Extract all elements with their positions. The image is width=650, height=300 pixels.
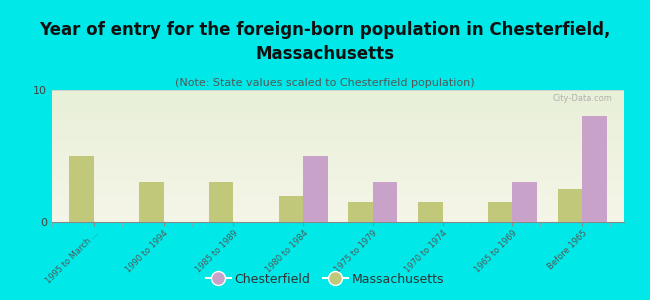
Text: Year of entry for the foreign-born population in Chesterfield,
Massachusetts: Year of entry for the foreign-born popul… bbox=[39, 21, 611, 63]
Bar bbox=[512, 182, 537, 222]
Bar bbox=[139, 182, 164, 222]
Text: (Note: State values scaled to Chesterfield population): (Note: State values scaled to Chesterfie… bbox=[176, 78, 474, 88]
Bar bbox=[582, 116, 606, 222]
Bar bbox=[70, 156, 94, 222]
Bar bbox=[488, 202, 512, 222]
Bar bbox=[348, 202, 373, 222]
Text: City-Data.com: City-Data.com bbox=[552, 94, 612, 103]
Bar bbox=[303, 156, 328, 222]
Bar bbox=[418, 202, 443, 222]
Bar bbox=[558, 189, 582, 222]
Bar bbox=[209, 182, 233, 222]
Bar bbox=[279, 196, 303, 222]
Legend: Chesterfield, Massachusetts: Chesterfield, Massachusetts bbox=[201, 268, 449, 291]
Bar bbox=[373, 182, 397, 222]
